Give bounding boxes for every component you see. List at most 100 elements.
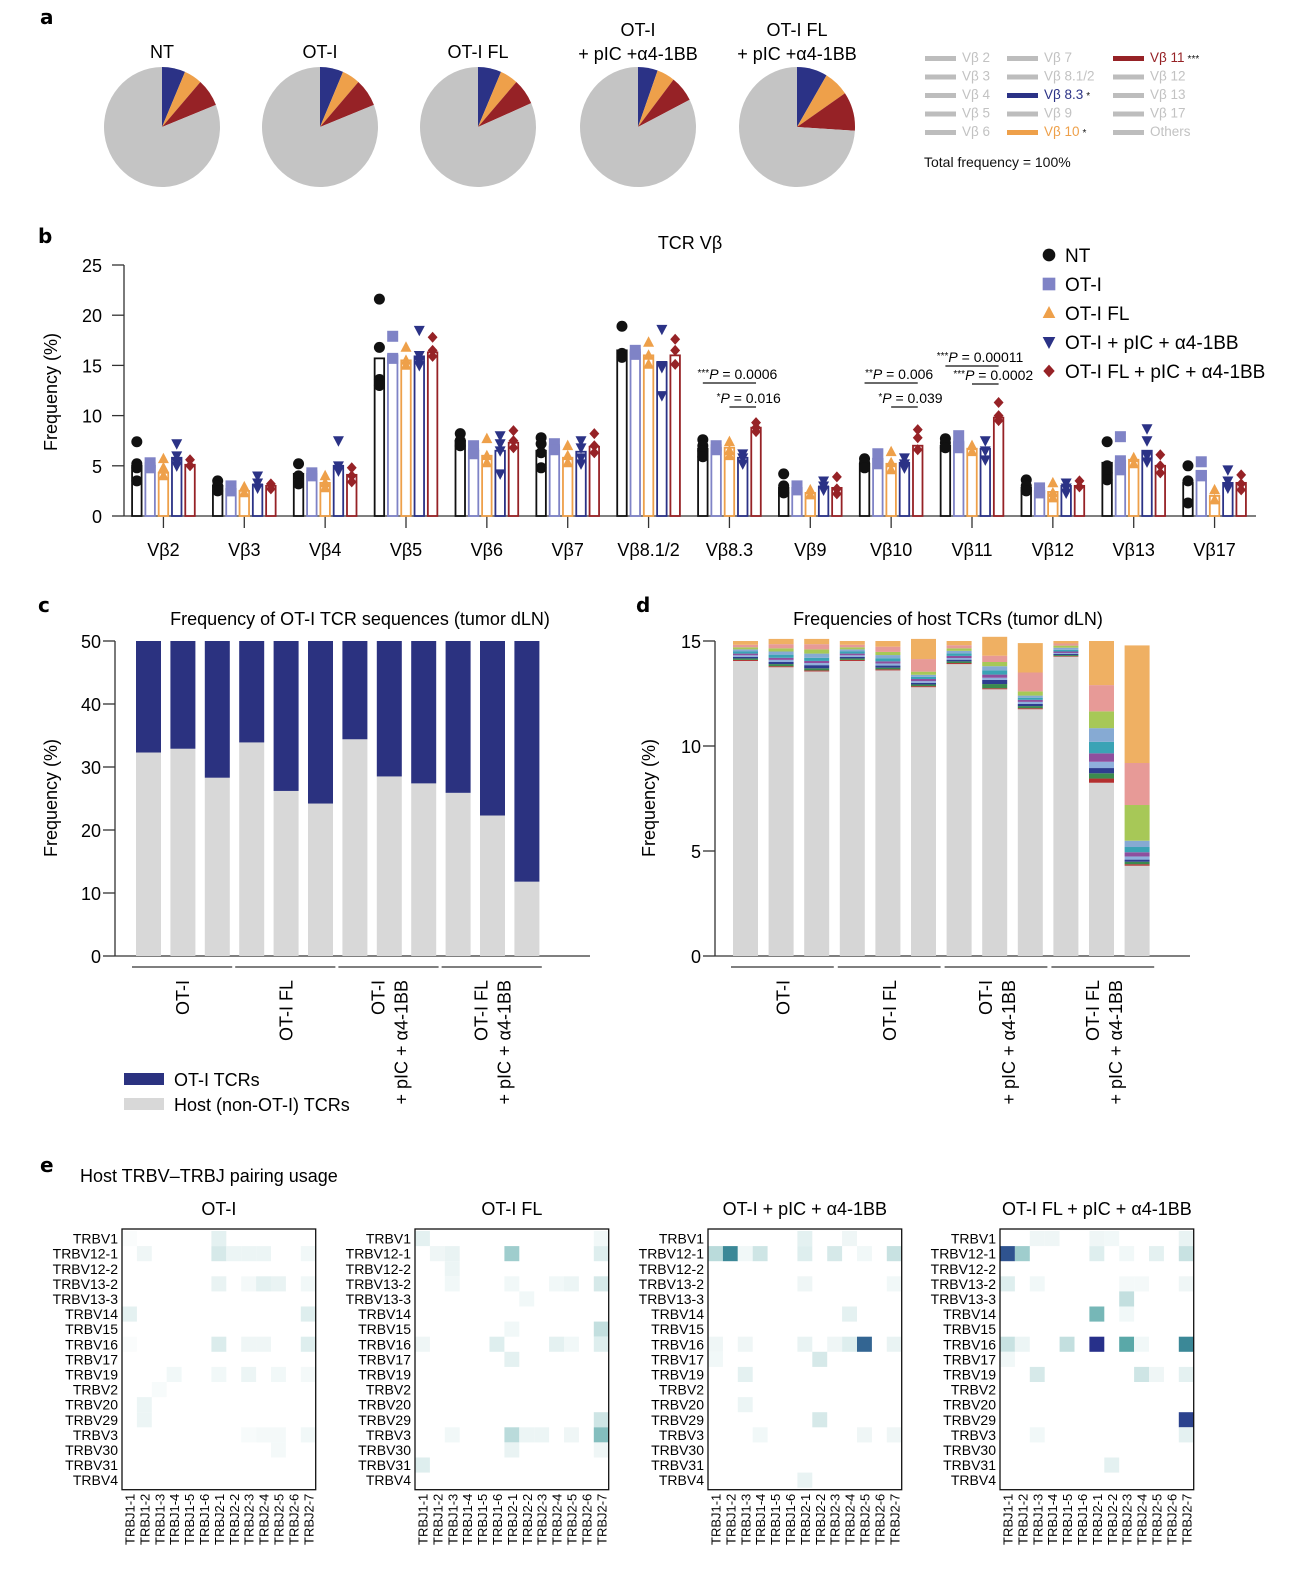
heatmap-cell [1044, 1231, 1060, 1247]
data-point [293, 458, 305, 470]
row-label: TRBV31 [651, 1457, 704, 1473]
bar-segment-clone [839, 651, 865, 654]
bar-segment-clone [1017, 701, 1043, 704]
bar-segment-clone [768, 662, 794, 665]
data-point [966, 445, 978, 457]
row-label: TRBV30 [943, 1442, 996, 1458]
bar-segment-clone [733, 655, 758, 657]
bar-segment-clone [1089, 711, 1114, 729]
legend-label: Vβ 4 [962, 87, 991, 102]
col-label: TRBJ2-6 [1164, 1494, 1179, 1545]
bar-segment-clone [1017, 699, 1043, 702]
group-label: OT-I [976, 980, 996, 1015]
heatmap-cell [444, 1246, 460, 1262]
row-label: TRBV20 [651, 1397, 704, 1413]
col-label: TRBJ2-2 [520, 1494, 535, 1545]
row-label: TRBV3 [366, 1427, 411, 1443]
bar-segment-clone [733, 644, 758, 648]
y-tick-label: 15 [681, 632, 701, 652]
row-label: TRBV15 [651, 1321, 704, 1337]
heatmap-cell [241, 1336, 257, 1352]
data-point [238, 486, 250, 498]
bar [1141, 449, 1153, 517]
legend-swatch [925, 130, 956, 135]
data-point [1236, 469, 1247, 481]
col-label: TRBJ2-6 [872, 1494, 887, 1545]
bar-segment-clone [1017, 708, 1043, 710]
row-label: TRBV12-2 [346, 1261, 412, 1277]
legend-swatch [1007, 111, 1038, 117]
bar [454, 439, 466, 517]
data-point [723, 449, 735, 461]
heatmap-cell [1119, 1276, 1135, 1292]
x-tick-label: Vβ11 [951, 540, 992, 560]
data-point [427, 350, 438, 362]
p-value-annotation: ***P = 0.0002 [953, 367, 1033, 383]
bar-segment-clone [768, 659, 794, 662]
row-label: TRBV16 [65, 1336, 118, 1352]
pie-label: + pIC +α4-1BB [737, 44, 856, 64]
data-point [346, 476, 357, 488]
bar-host-tcr [273, 790, 299, 956]
p-value-annotation: ***P = 0.0006 [698, 366, 778, 382]
x-tick-label: Vβ12 [1032, 540, 1074, 560]
data-point [373, 379, 385, 391]
data-point [697, 451, 709, 463]
data-point [1155, 449, 1166, 461]
row-label: TRBV13-3 [639, 1291, 705, 1307]
heatmap-cell [136, 1246, 152, 1262]
data-point [670, 333, 681, 345]
y-tick-label: 40 [81, 695, 101, 715]
bar-segment-clone [1089, 778, 1114, 783]
bar [953, 440, 965, 517]
heatmap-cell [1178, 1246, 1194, 1262]
x-tick-label: Vβ5 [390, 540, 422, 560]
col-label: TRBJ1-5 [768, 1494, 783, 1545]
heatmap-cell [737, 1397, 753, 1413]
data-point [804, 488, 816, 500]
data-point [346, 470, 357, 482]
data-point [1047, 476, 1059, 488]
heatmap-cell [564, 1336, 579, 1352]
legend-label: Vβ 8.1/2 [1044, 69, 1095, 84]
row-label: TRBV14 [651, 1306, 704, 1322]
data-point [898, 453, 910, 464]
bar-segment-clone [804, 644, 830, 650]
panel-c-title: Frequency of OT-I TCR sequences (tumor d… [170, 609, 550, 629]
col-label: TRBJ2-5 [564, 1494, 579, 1545]
data-point [157, 461, 169, 473]
bar [710, 446, 722, 517]
heatmap-cell [1029, 1276, 1045, 1292]
bar-segment-clone [1053, 656, 1079, 657]
data-point [306, 470, 318, 482]
bar [992, 416, 1005, 517]
row-label: TRBV16 [943, 1336, 996, 1352]
bar-segment-clone [1124, 861, 1150, 865]
row-label: TRBV14 [65, 1306, 118, 1322]
row-label: TRBV19 [65, 1366, 118, 1382]
bar-segment-clone [839, 656, 865, 659]
col-label: TRBJ2-4 [843, 1494, 858, 1545]
data-point [535, 462, 547, 474]
heatmap-cell [1119, 1246, 1135, 1262]
bar-segment-clone [875, 663, 901, 666]
row-label: TRBV13-3 [346, 1291, 412, 1307]
bar-segment-clone [1089, 641, 1114, 686]
heatmap-cell [1089, 1231, 1105, 1247]
heatmap-cell [857, 1246, 872, 1262]
bar-ot1-tcr [204, 641, 230, 778]
x-tick-label: Vβ17 [1193, 540, 1235, 560]
row-label: TRBV29 [943, 1412, 996, 1428]
x-tick-label: Vβ10 [870, 540, 912, 560]
x-tick-label: Vβ7 [552, 540, 584, 560]
bar-segment-clone [1124, 864, 1150, 866]
bar-segment-clone [1089, 728, 1114, 742]
heatmap-cell [708, 1336, 723, 1352]
bar-segment-clone [733, 656, 758, 659]
data-point [575, 443, 587, 454]
data-point [737, 453, 749, 464]
bar [413, 355, 425, 517]
col-label: TRBJ1-3 [738, 1494, 753, 1545]
data-point [131, 475, 143, 487]
